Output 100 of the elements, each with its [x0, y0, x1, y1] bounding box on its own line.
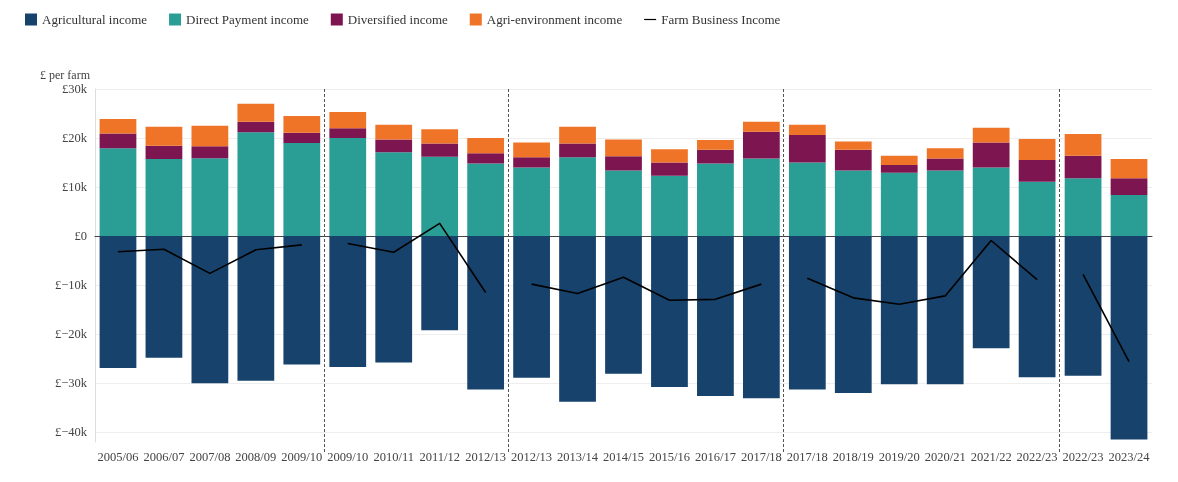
x-tick-label: 2017/18 [740, 449, 782, 464]
bar [605, 139, 642, 157]
x-tick-label: 2014/15 [603, 449, 644, 464]
bar [145, 236, 183, 358]
y-tick-label: £−10k [54, 278, 88, 293]
x-tick-label: 2012/13 [465, 449, 507, 464]
y-tick-label: £10k [62, 180, 88, 195]
x-tick-label: 2022/23 [1062, 449, 1104, 464]
bar [145, 159, 183, 237]
bar [880, 164, 918, 173]
bar [145, 126, 183, 146]
bar [880, 236, 918, 385]
x-tick-label: 2015/16 [648, 449, 690, 464]
bar [375, 139, 413, 153]
bar [926, 158, 964, 171]
bar [697, 149, 734, 164]
legend-label: Agricultural income [42, 12, 148, 27]
bar [926, 148, 964, 159]
x-tick-label: 2018/19 [832, 449, 874, 464]
x-tick-label: 2017/18 [786, 449, 828, 464]
x-tick-label: 2020/21 [924, 449, 966, 464]
bar [283, 142, 321, 237]
x-tick-label: 2006/07 [143, 449, 185, 464]
bar [651, 236, 688, 388]
bar [1110, 236, 1148, 440]
bar [421, 129, 459, 144]
bar [972, 142, 1010, 168]
bar [742, 121, 780, 132]
bar [1018, 181, 1056, 237]
bar [651, 149, 688, 163]
y-tick-label: £30k [62, 82, 88, 96]
x-tick-label: 2019/20 [878, 449, 920, 464]
bar [467, 153, 505, 164]
legend-label: Agri-environment income [486, 12, 623, 27]
bar [972, 127, 1010, 143]
bar [1064, 134, 1102, 156]
y-axis-title: £ per farm [40, 68, 91, 82]
line-series [346, 222, 487, 294]
bar [329, 138, 367, 237]
y-tick-label: £−40k [54, 425, 88, 440]
bar [697, 163, 734, 237]
bar [283, 115, 321, 133]
bar [926, 170, 964, 237]
bar [237, 103, 275, 122]
bar [99, 148, 137, 237]
bar [1110, 178, 1148, 195]
x-tick-label: 2011/12 [419, 449, 460, 464]
bar [513, 236, 550, 378]
bar [1064, 178, 1102, 237]
x-tick-label: 2012/13 [511, 449, 553, 464]
x-tick-label: 2023/24 [1108, 449, 1151, 464]
bar [559, 157, 596, 237]
bar [742, 236, 780, 399]
bar [788, 124, 826, 136]
bar [1110, 159, 1148, 179]
bar [467, 138, 505, 154]
bar [1018, 160, 1056, 182]
x-tick-label: 2022/23 [1016, 449, 1058, 464]
bar [421, 156, 459, 237]
bar [191, 158, 229, 237]
bar [972, 236, 1010, 349]
bar [834, 170, 872, 237]
bar [788, 236, 826, 390]
bar [237, 132, 275, 237]
bar [605, 156, 642, 171]
bar [972, 167, 1010, 237]
bar [1110, 194, 1148, 237]
y-tick-label: £0 [74, 229, 87, 244]
bar [1018, 236, 1056, 378]
bar [467, 163, 505, 237]
x-tick-label: 2013/14 [557, 449, 599, 464]
bar [375, 152, 413, 237]
bar [742, 158, 780, 237]
bar [329, 128, 367, 139]
bar [191, 236, 229, 384]
x-tick-label: 2009/10 [281, 449, 323, 464]
bar [1064, 236, 1102, 376]
bar [421, 143, 459, 157]
bar [513, 167, 550, 237]
legend-label: Direct Payment income [186, 12, 310, 27]
y-tick-label: £20k [62, 131, 88, 146]
bar [880, 172, 918, 237]
bar [329, 236, 367, 367]
bar [651, 175, 688, 237]
x-tick-label: 2010/11 [373, 449, 414, 464]
bar [237, 121, 275, 133]
line-series [530, 276, 763, 302]
bar [788, 162, 826, 237]
bar [1018, 139, 1056, 161]
bar [467, 236, 505, 390]
bar [559, 236, 596, 402]
line-series [117, 244, 303, 275]
bar [651, 162, 688, 176]
bar [1064, 155, 1102, 179]
x-tick-label: 2007/08 [189, 449, 231, 464]
bar [191, 146, 229, 159]
bar [191, 125, 229, 147]
bar [375, 124, 413, 140]
legend-label: Diversified income [347, 12, 449, 27]
bar [559, 126, 596, 144]
